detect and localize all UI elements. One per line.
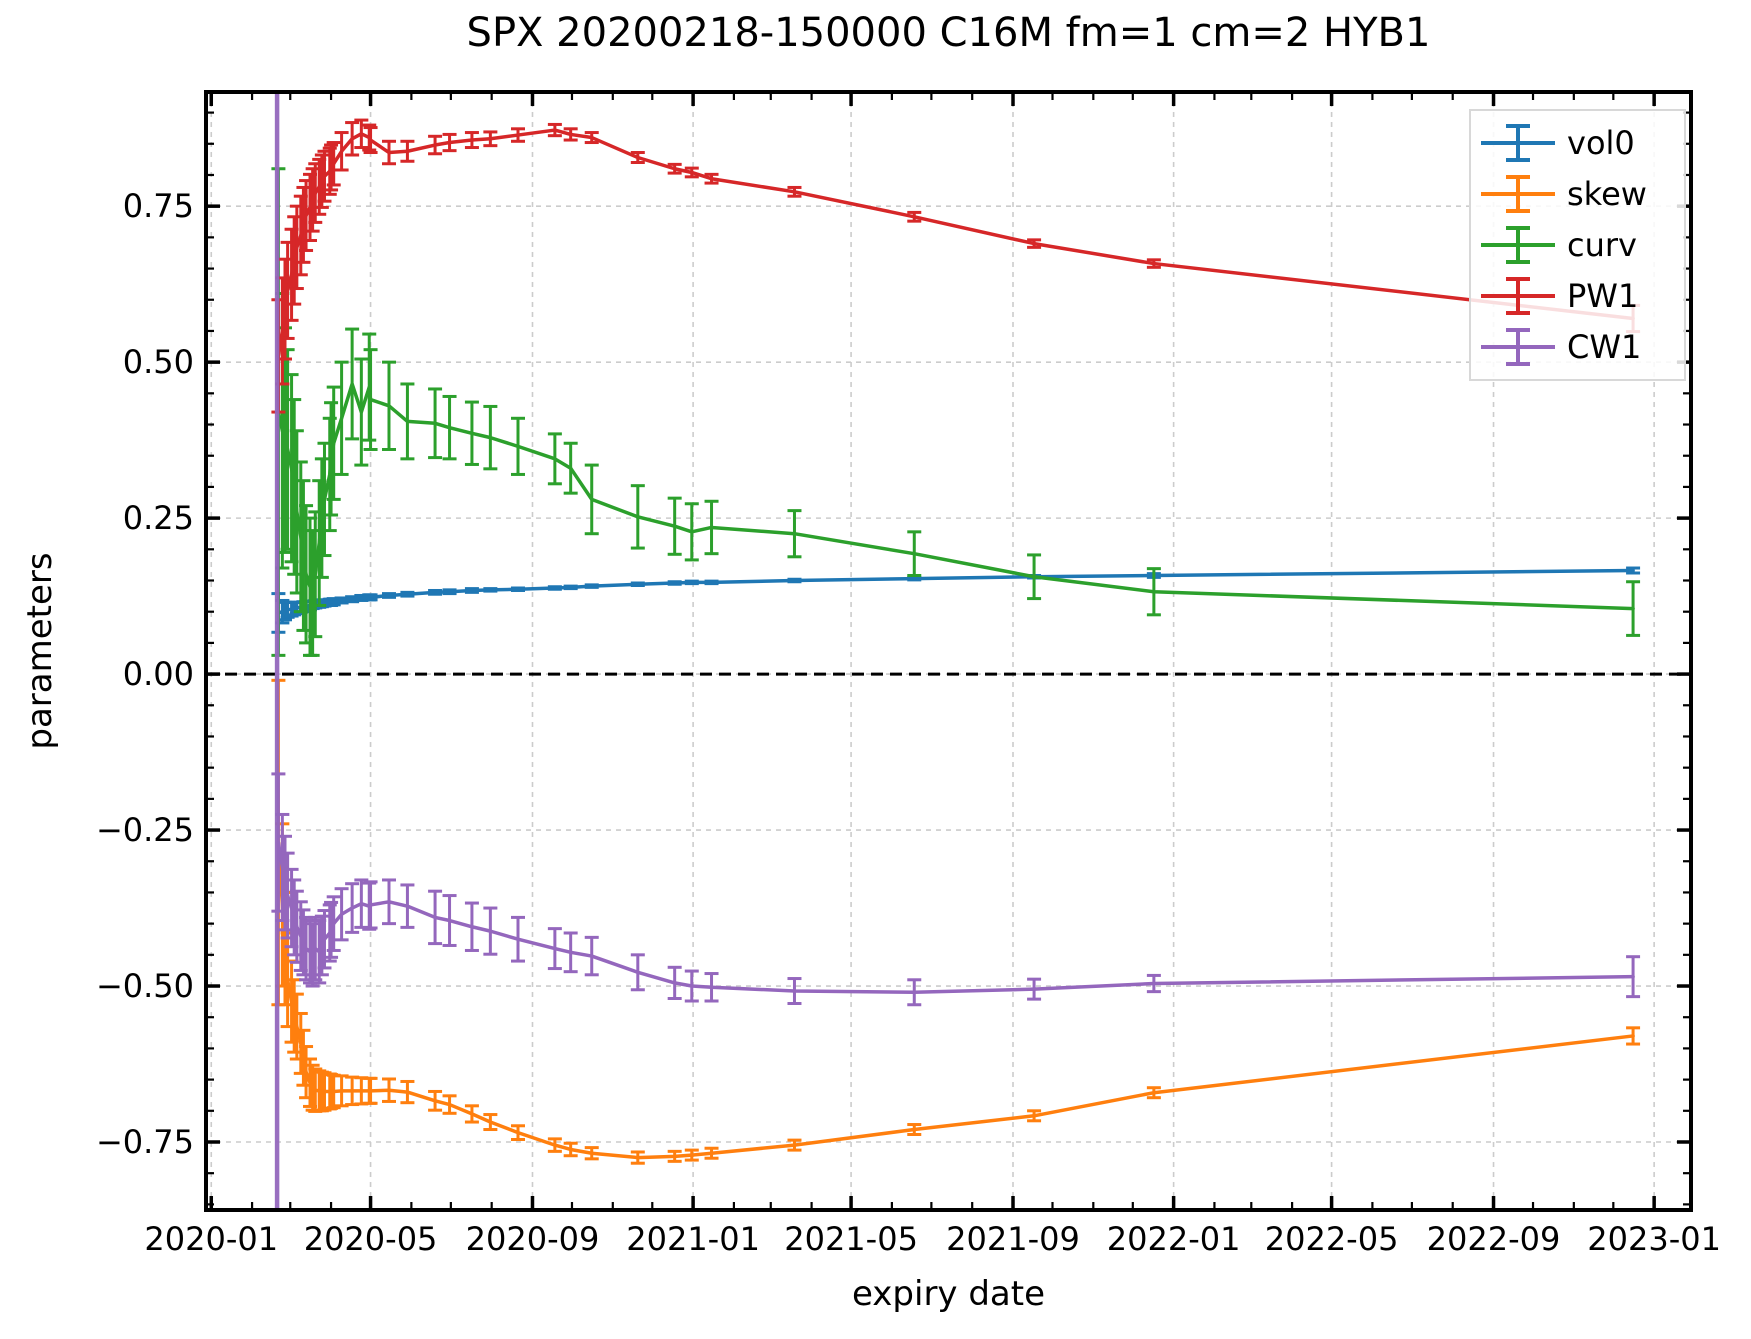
- x-tick-label: 2023-01: [1587, 1220, 1721, 1258]
- legend-label: PW1: [1567, 277, 1639, 316]
- x-tick-label: 2021-01: [626, 1220, 760, 1258]
- legend: vol0 skew curv: [1469, 109, 1686, 381]
- legend-item-skew: skew: [1479, 172, 1684, 216]
- x-tick-label: 2020-01: [144, 1220, 278, 1258]
- legend-item-vol0: vol0: [1479, 121, 1684, 165]
- chart-title: SPX 20200218-150000 C16M fm=1 cm=2 HYB1: [466, 10, 1431, 56]
- legend-label: skew: [1567, 174, 1647, 213]
- x-axis-label: expiry date: [851, 1274, 1046, 1314]
- legend-item-cw1: CW1: [1479, 325, 1684, 369]
- series-PW1-line: [276, 128, 1635, 358]
- legend-item-pw1: PW1: [1479, 274, 1684, 318]
- x-tick-label: 2020-05: [304, 1220, 438, 1258]
- errorbar-symbol-icon: [1481, 277, 1555, 316]
- x-tick-label: 2022-01: [1107, 1220, 1241, 1258]
- legend-label: CW1: [1567, 328, 1642, 367]
- series-CW1: [271, 772, 1641, 1007]
- x-tick-label: 2021-09: [946, 1220, 1080, 1258]
- series-CW1-line: [276, 840, 1635, 995]
- legend-item-curv: curv: [1479, 223, 1684, 267]
- y-tick-label: −0.25: [96, 811, 194, 849]
- axes-frame: [204, 90, 1693, 1212]
- y-tick-label: 0.50: [123, 343, 194, 381]
- series-skew: [271, 678, 1641, 1165]
- tick-labels: 2020-01 2020-05 2020-09 2021-01 2021-05 2021-…: [96, 187, 1721, 1258]
- errorbar-symbol-icon: [1481, 123, 1555, 162]
- errorbar-symbol-icon: [1481, 328, 1555, 367]
- series-curv: [271, 167, 1641, 657]
- y-tick-label: 0.00: [123, 655, 194, 693]
- series-layer: [271, 118, 1641, 1165]
- y-tick-label: −0.50: [96, 967, 194, 1005]
- x-tick-label: 2021-05: [784, 1220, 918, 1258]
- x-tick-label: 2022-09: [1427, 1220, 1561, 1258]
- errorbar-symbol-icon: [1481, 225, 1555, 264]
- y-tick-label: −0.75: [96, 1123, 194, 1161]
- series-curv-line: [276, 382, 1635, 611]
- x-tick-label: 2022-05: [1265, 1220, 1399, 1258]
- errorbar-symbol-icon: [1481, 174, 1555, 213]
- y-tick-label: 0.75: [123, 187, 194, 225]
- ticks: [206, 92, 1691, 1210]
- series-skew-line: [276, 840, 1635, 1160]
- y-axis-label: parameters: [20, 552, 60, 750]
- legend-label: vol0: [1567, 123, 1635, 162]
- series-vol0-line: [276, 568, 1635, 615]
- legend-label: curv: [1567, 225, 1637, 264]
- y-tick-label: 0.25: [123, 499, 194, 537]
- series-PW1: [271, 118, 1641, 414]
- x-tick-label: 2020-09: [466, 1220, 600, 1258]
